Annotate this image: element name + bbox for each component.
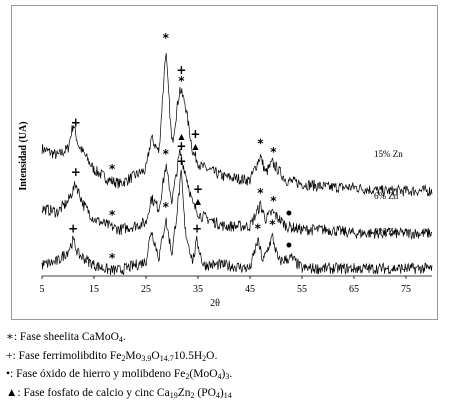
plus-icon: + <box>6 349 13 362</box>
caption-text: (MoO <box>189 368 218 380</box>
chart-frame: + * * * + ▲ + * * + * * + ▲ ▲ + * * • + * * + + * * • 5 15 25 35 45 55 6… <box>11 5 438 320</box>
peak-marker: • <box>285 239 294 255</box>
caption-text: O <box>151 349 160 362</box>
caption-sub: 2 <box>190 390 195 400</box>
x-axis-label: 2θ <box>210 298 220 309</box>
peak-marker: + <box>190 127 200 141</box>
caption-text: ) <box>221 368 226 380</box>
x-tick-label: 75 <box>401 284 411 295</box>
peak-marker: * <box>109 208 116 222</box>
caption-line-sheelite: ∗: Fase sheelita CaMoO4. <box>6 328 446 347</box>
peak-marker: * <box>257 137 264 151</box>
peak-marker: ▲ <box>195 197 202 206</box>
x-tick-label: 65 <box>349 284 359 295</box>
peak-marker: + <box>176 139 186 153</box>
peak-marker: + <box>71 165 81 179</box>
peak-marker-layer: +***+▲+**+**+▲▲+ **•+**++ * *• <box>68 31 293 265</box>
caption-line-iron-molybdenum-oxide: •: Fase óxido de hierro y molibdeno Fe2(… <box>6 365 446 384</box>
peak-marker: * <box>109 162 116 176</box>
y-axis-label: Intensidad (UA) <box>18 121 29 190</box>
peak-marker: * <box>257 186 264 200</box>
caption-text: Mo <box>125 349 142 362</box>
caption-text: : Fase fosfato de calcio y cinc Ca <box>17 386 170 399</box>
caption-sub: 4 <box>118 335 123 344</box>
caption-text: 10.5H <box>173 349 203 362</box>
caption-sub: 4 <box>215 390 220 400</box>
caption-sub: 14.7 <box>159 353 174 363</box>
caption-line-ferrimolybdite: +: Fase ferrimolibdito Fe2Mo3.9O14.710.5… <box>6 347 446 366</box>
peak-marker: • <box>285 207 294 223</box>
caption-sub: 14 <box>223 390 232 400</box>
caption-text: : Fase sheelita CaMoO <box>13 331 119 343</box>
peak-marker: * <box>270 145 277 159</box>
series-line-2 <box>41 169 433 276</box>
caption-sub: 2 <box>121 353 126 363</box>
peak-marker: + <box>176 63 186 77</box>
x-tick-label: 55 <box>297 284 307 295</box>
x-tick-label: 25 <box>141 284 151 295</box>
caption-text: : Fase ferrimolibdito Fe <box>12 349 122 362</box>
triangle-icon: ▲ <box>6 386 18 399</box>
caption-sub: 3.9 <box>141 353 152 363</box>
series-line-1 <box>41 148 433 240</box>
caption-sub: 2 <box>185 372 190 381</box>
peak-marker: * <box>270 194 277 208</box>
caption-text: . <box>229 368 233 380</box>
caption-text: Zn <box>177 386 191 399</box>
caption-sub: 4 <box>217 372 222 381</box>
x-tick-label: 5 <box>40 284 45 295</box>
peak-marker: + <box>192 221 202 235</box>
bullet-icon: • <box>6 368 11 380</box>
peak-marker: * <box>269 218 276 232</box>
x-tick-label: 15 <box>89 284 99 295</box>
caption-text: . <box>122 331 126 343</box>
peak-marker: * <box>163 147 170 161</box>
peak-marker: ▲ <box>178 132 185 141</box>
peak-marker: * <box>255 221 262 235</box>
peak-marker: + <box>176 154 186 168</box>
series-label: 0% Zn <box>374 227 399 237</box>
series-label-layer: 15% Zn 6% Zn 0% Zn <box>374 149 403 237</box>
legend-caption: ∗: Fase sheelita CaMoO4. +: Fase ferrimo… <box>6 328 446 402</box>
caption-text: O. <box>206 349 218 362</box>
peak-marker: + <box>68 221 78 235</box>
series-line-0 <box>41 52 433 197</box>
xrd-chart: +***+▲+**+**+▲▲+ **•+**++ * *• 5 15 25 35 45 55 6… <box>18 31 433 309</box>
asterisk-icon: ∗ <box>6 331 14 343</box>
caption-sub: 2 <box>202 353 207 363</box>
caption-sub: 3 <box>225 372 230 381</box>
peak-marker: * <box>178 74 185 88</box>
series-label: 15% Zn <box>374 149 403 159</box>
peak-marker: * <box>163 31 170 45</box>
caption-text: ) <box>219 386 224 399</box>
x-axis: 5 15 25 35 45 55 65 75 <box>40 275 432 295</box>
caption-sub: 19 <box>169 390 178 400</box>
x-tick-label: 45 <box>245 284 255 295</box>
caption-line-calcium-zinc-phosphate: ▲: Fase fosfato de calcio y cinc Ca19Zn2… <box>6 384 446 403</box>
peak-marker: + <box>193 182 203 196</box>
x-tick-label: 35 <box>193 284 203 295</box>
peak-marker: * <box>163 200 170 214</box>
series-label: 6% Zn <box>374 191 399 201</box>
peak-marker: ▲ <box>192 142 199 151</box>
series-layer <box>41 52 433 276</box>
caption-text: (PO <box>194 386 216 399</box>
caption-text: : Fase óxido de hierro y molibdeno Fe <box>10 368 186 380</box>
peak-marker: * <box>109 251 116 265</box>
peak-marker: + <box>71 115 81 129</box>
